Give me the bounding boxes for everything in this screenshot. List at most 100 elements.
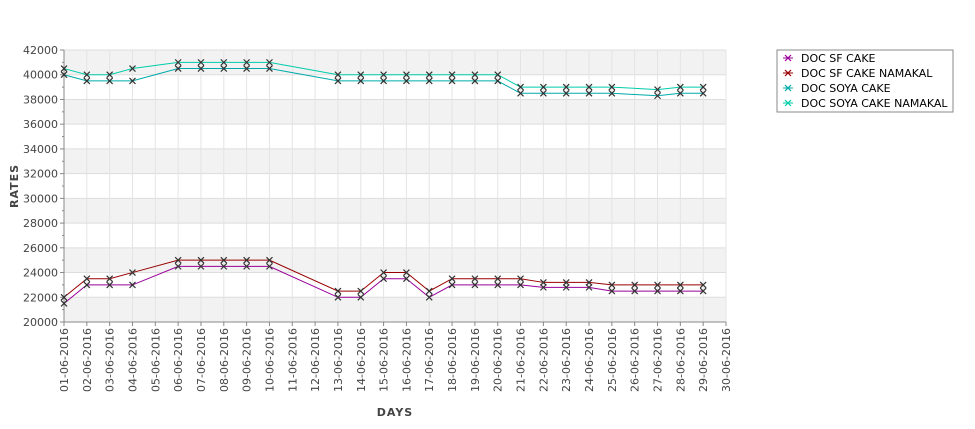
- x-tick-label: 04-06-2016: [126, 328, 139, 392]
- y-tick-label: 42000: [23, 44, 58, 57]
- data-point: [539, 83, 547, 91]
- data-point: [83, 77, 91, 85]
- series-line: [63, 259, 704, 298]
- legend-item[interactable]: DOC SOYA CAKE NAMAKAL: [783, 97, 948, 110]
- data-point: [654, 86, 661, 93]
- data-point: [517, 275, 524, 283]
- data-point: [608, 89, 616, 97]
- x-tick-label: 22-06-2016: [537, 328, 550, 392]
- data-point: [220, 65, 228, 72]
- data-point: [106, 71, 114, 79]
- data-point: [174, 262, 182, 270]
- data-point: [266, 256, 273, 264]
- y-axis-title: RATES: [8, 164, 21, 208]
- data-point: [654, 92, 661, 100]
- legend-item[interactable]: DOC SOYA CAKE: [783, 82, 891, 95]
- data-point: [539, 89, 547, 97]
- y-tick-label: 36000: [23, 118, 58, 131]
- data-point: [676, 281, 684, 289]
- x-tick-label: 17-06-2016: [423, 328, 436, 392]
- data-point: [562, 279, 570, 286]
- y-tick-label: 28000: [23, 217, 58, 230]
- data-point: [174, 256, 182, 264]
- x-tick-label: 27-06-2016: [652, 328, 665, 392]
- plot-band: [64, 247, 726, 273]
- data-point: [197, 256, 205, 264]
- data-point: [654, 281, 661, 289]
- series-doc-sf-cake-namakal: [60, 256, 707, 301]
- data-point: [174, 65, 182, 72]
- data-point: [334, 287, 342, 295]
- data-point: [448, 275, 456, 283]
- data-point: [106, 77, 114, 85]
- x-tick-label: 06-06-2016: [172, 328, 185, 392]
- plot-band: [64, 148, 726, 174]
- data-point: [539, 279, 547, 286]
- data-point: [357, 287, 365, 295]
- y-tick-label: 40000: [23, 69, 58, 82]
- data-point: [585, 283, 593, 291]
- data-point: [129, 281, 136, 289]
- x-tick-label: 28-06-2016: [674, 328, 687, 392]
- data-point: [471, 281, 479, 289]
- x-tick-label: 16-06-2016: [400, 328, 413, 392]
- data-point: [585, 89, 593, 97]
- x-tick-label: 05-06-2016: [149, 328, 162, 392]
- data-point: [517, 281, 524, 289]
- plot-band: [64, 99, 726, 125]
- x-tick-label: 18-06-2016: [446, 328, 459, 392]
- x-tick-label: 14-06-2016: [355, 328, 368, 392]
- data-point: [380, 275, 388, 283]
- y-tick-label: 30000: [23, 192, 58, 205]
- x-tick-label: 13-06-2016: [332, 328, 345, 392]
- data-point: [60, 71, 68, 79]
- y-tick-label: 22000: [23, 291, 58, 304]
- data-point: [220, 256, 228, 264]
- data-point: [585, 83, 593, 91]
- legend-item[interactable]: DOC SF CAKE: [783, 52, 876, 65]
- data-point: [174, 58, 182, 66]
- x-tick-label: 29-06-2016: [697, 328, 710, 392]
- data-point: [631, 281, 639, 289]
- data-point: [654, 287, 661, 295]
- plot-band: [64, 74, 726, 100]
- y-tick-label: 26000: [23, 242, 58, 255]
- data-point: [129, 77, 136, 85]
- data-point: [676, 89, 684, 97]
- plot-band: [64, 124, 726, 149]
- data-point: [266, 58, 273, 66]
- data-point: [106, 281, 114, 289]
- data-point: [448, 281, 456, 289]
- data-point: [266, 65, 273, 72]
- x-tick-label: 02-06-2016: [81, 328, 94, 392]
- data-point: [334, 77, 342, 85]
- data-point: [402, 71, 410, 79]
- data-point: [402, 275, 410, 283]
- legend-item[interactable]: DOC SF CAKE NAMAKAL: [783, 67, 933, 80]
- data-point: [676, 83, 684, 91]
- y-axis-ticks: 20000 22000 24000 26000 28000 30000 32000 34000…: [23, 44, 64, 329]
- x-tick-label: 25-06-2016: [606, 328, 619, 392]
- data-point: [83, 275, 91, 283]
- data-point: [631, 287, 639, 295]
- x-tick-label: 21-06-2016: [515, 328, 528, 392]
- data-point: [129, 269, 136, 276]
- data-point: [334, 293, 342, 301]
- x-tick-label: 11-06-2016: [286, 328, 299, 392]
- data-point: [380, 269, 388, 276]
- plot-band: [64, 198, 726, 224]
- data-point: [60, 65, 68, 72]
- data-point: [425, 287, 433, 295]
- y-tick-label: 38000: [23, 93, 58, 106]
- y-tick-label: 24000: [23, 267, 58, 280]
- plot-band: [64, 50, 726, 75]
- data-point: [699, 287, 707, 295]
- legend-label: DOC SOYA CAKE: [801, 82, 891, 95]
- data-point: [517, 83, 524, 91]
- data-point: [494, 281, 502, 289]
- x-tick-label: 07-06-2016: [195, 328, 208, 392]
- legend[interactable]: DOC SF CAKE DOC SF CAKE NAMAKAL DOC SOYA C…: [776, 49, 954, 113]
- data-point: [106, 275, 114, 283]
- data-point: [402, 77, 410, 85]
